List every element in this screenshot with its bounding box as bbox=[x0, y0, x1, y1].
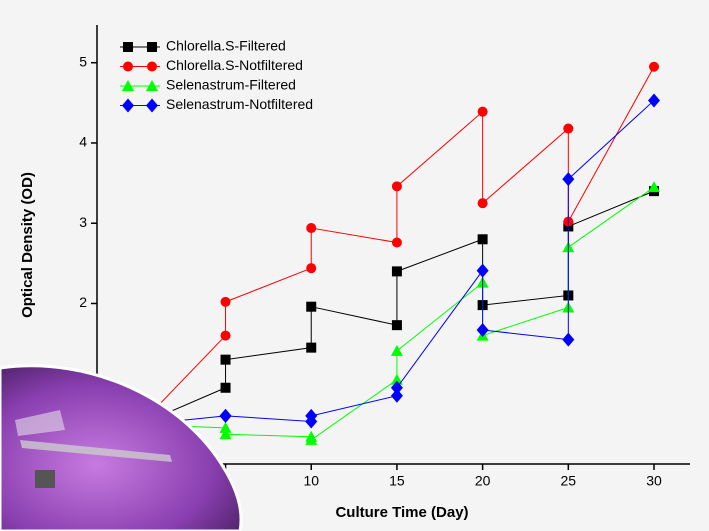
marker bbox=[221, 383, 231, 393]
marker bbox=[306, 302, 316, 312]
marker bbox=[392, 237, 402, 247]
y-tick-label: 5 bbox=[79, 53, 87, 69]
x-tick-label: 30 bbox=[646, 473, 662, 489]
marker bbox=[478, 234, 488, 244]
y-tick-label: 4 bbox=[79, 134, 87, 150]
legend-marker bbox=[123, 62, 133, 72]
legend-marker bbox=[147, 62, 157, 72]
marker bbox=[478, 107, 488, 117]
x-tick-label: 10 bbox=[303, 473, 319, 489]
marker bbox=[306, 263, 316, 273]
marker bbox=[649, 62, 659, 72]
marker bbox=[478, 198, 488, 208]
marker bbox=[221, 331, 231, 341]
legend-label: Chlorella.S-Filtered bbox=[166, 38, 286, 54]
legend-label: Chlorella.S-Notfiltered bbox=[166, 57, 303, 73]
marker bbox=[221, 297, 231, 307]
x-tick-label: 25 bbox=[561, 473, 577, 489]
marker bbox=[392, 320, 402, 330]
marker bbox=[392, 266, 402, 276]
y-tick-label: 2 bbox=[79, 294, 87, 310]
x-tick-label: 20 bbox=[475, 473, 491, 489]
x-tick-label: 15 bbox=[389, 473, 405, 489]
legend-marker bbox=[123, 42, 133, 52]
y-axis-label: Optical Density (OD) bbox=[19, 172, 36, 318]
marker bbox=[392, 181, 402, 191]
y-tick-label: 3 bbox=[79, 214, 87, 230]
marker bbox=[563, 124, 573, 134]
marker bbox=[221, 355, 231, 365]
legend-marker bbox=[147, 42, 157, 52]
chart: Culture Time (Day) Optical Density (OD) … bbox=[0, 0, 709, 531]
x-axis-label: Culture Time (Day) bbox=[335, 504, 468, 521]
marker bbox=[306, 223, 316, 233]
legend-label: Selenastrum-Filtered bbox=[166, 77, 296, 93]
legend-label: Selenastrum-Notfiltered bbox=[166, 96, 313, 112]
marker bbox=[306, 343, 316, 353]
